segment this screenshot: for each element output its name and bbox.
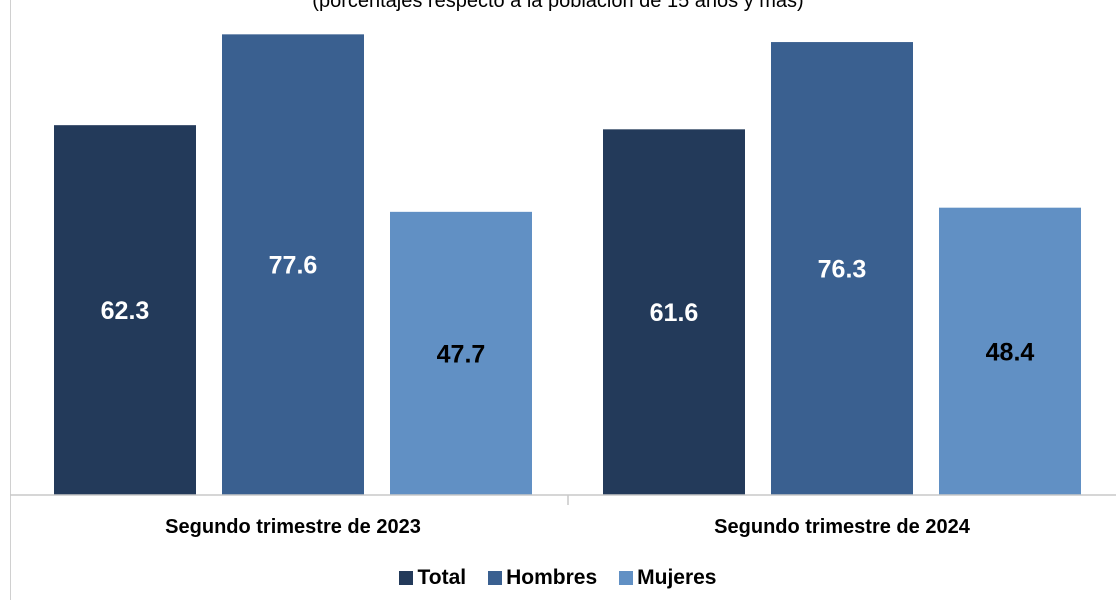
legend-label: Mujeres [637,566,717,589]
legend-swatch [399,571,414,585]
legend-item-hombres: Hombres [488,566,597,590]
legend-swatch [488,571,503,585]
category-label-1: Segundo trimestre de 2023 [165,516,421,538]
legend-label: Total [417,566,467,589]
data-label-total-2: 61.6 [650,299,699,327]
chart-subtitle: (porcentajes respecto a la población de … [312,0,804,12]
data-label-mujeres-1: 47.7 [437,340,486,368]
bar-total-1 [54,125,196,495]
data-label-hombres-1: 77.6 [269,252,318,280]
data-label-hombres-2: 76.3 [818,256,867,284]
category-label-2: Segundo trimestre de 2024 [714,516,971,538]
legend-item-mujeres: Mujeres [619,566,717,590]
data-label-mujeres-2: 48.4 [986,338,1035,366]
bar-hombres-2 [771,42,913,495]
bar-total-2 [603,129,745,496]
legend-item-total: Total [399,566,466,590]
legend: Total Hombres Mujeres [0,566,1116,590]
chart-frame [10,0,1116,600]
legend-swatch [619,571,634,585]
data-label-total-1: 62.3 [101,297,150,325]
bar-mujeres-1 [390,211,532,496]
bar-mujeres-2 [939,207,1081,495]
legend-label: Hombres [506,566,598,589]
bar-chart: 62.3 77.6 47.7 61.6 76.3 48.4 Segundo trimest… [10,34,1116,538]
bar-hombres-1 [222,34,364,495]
